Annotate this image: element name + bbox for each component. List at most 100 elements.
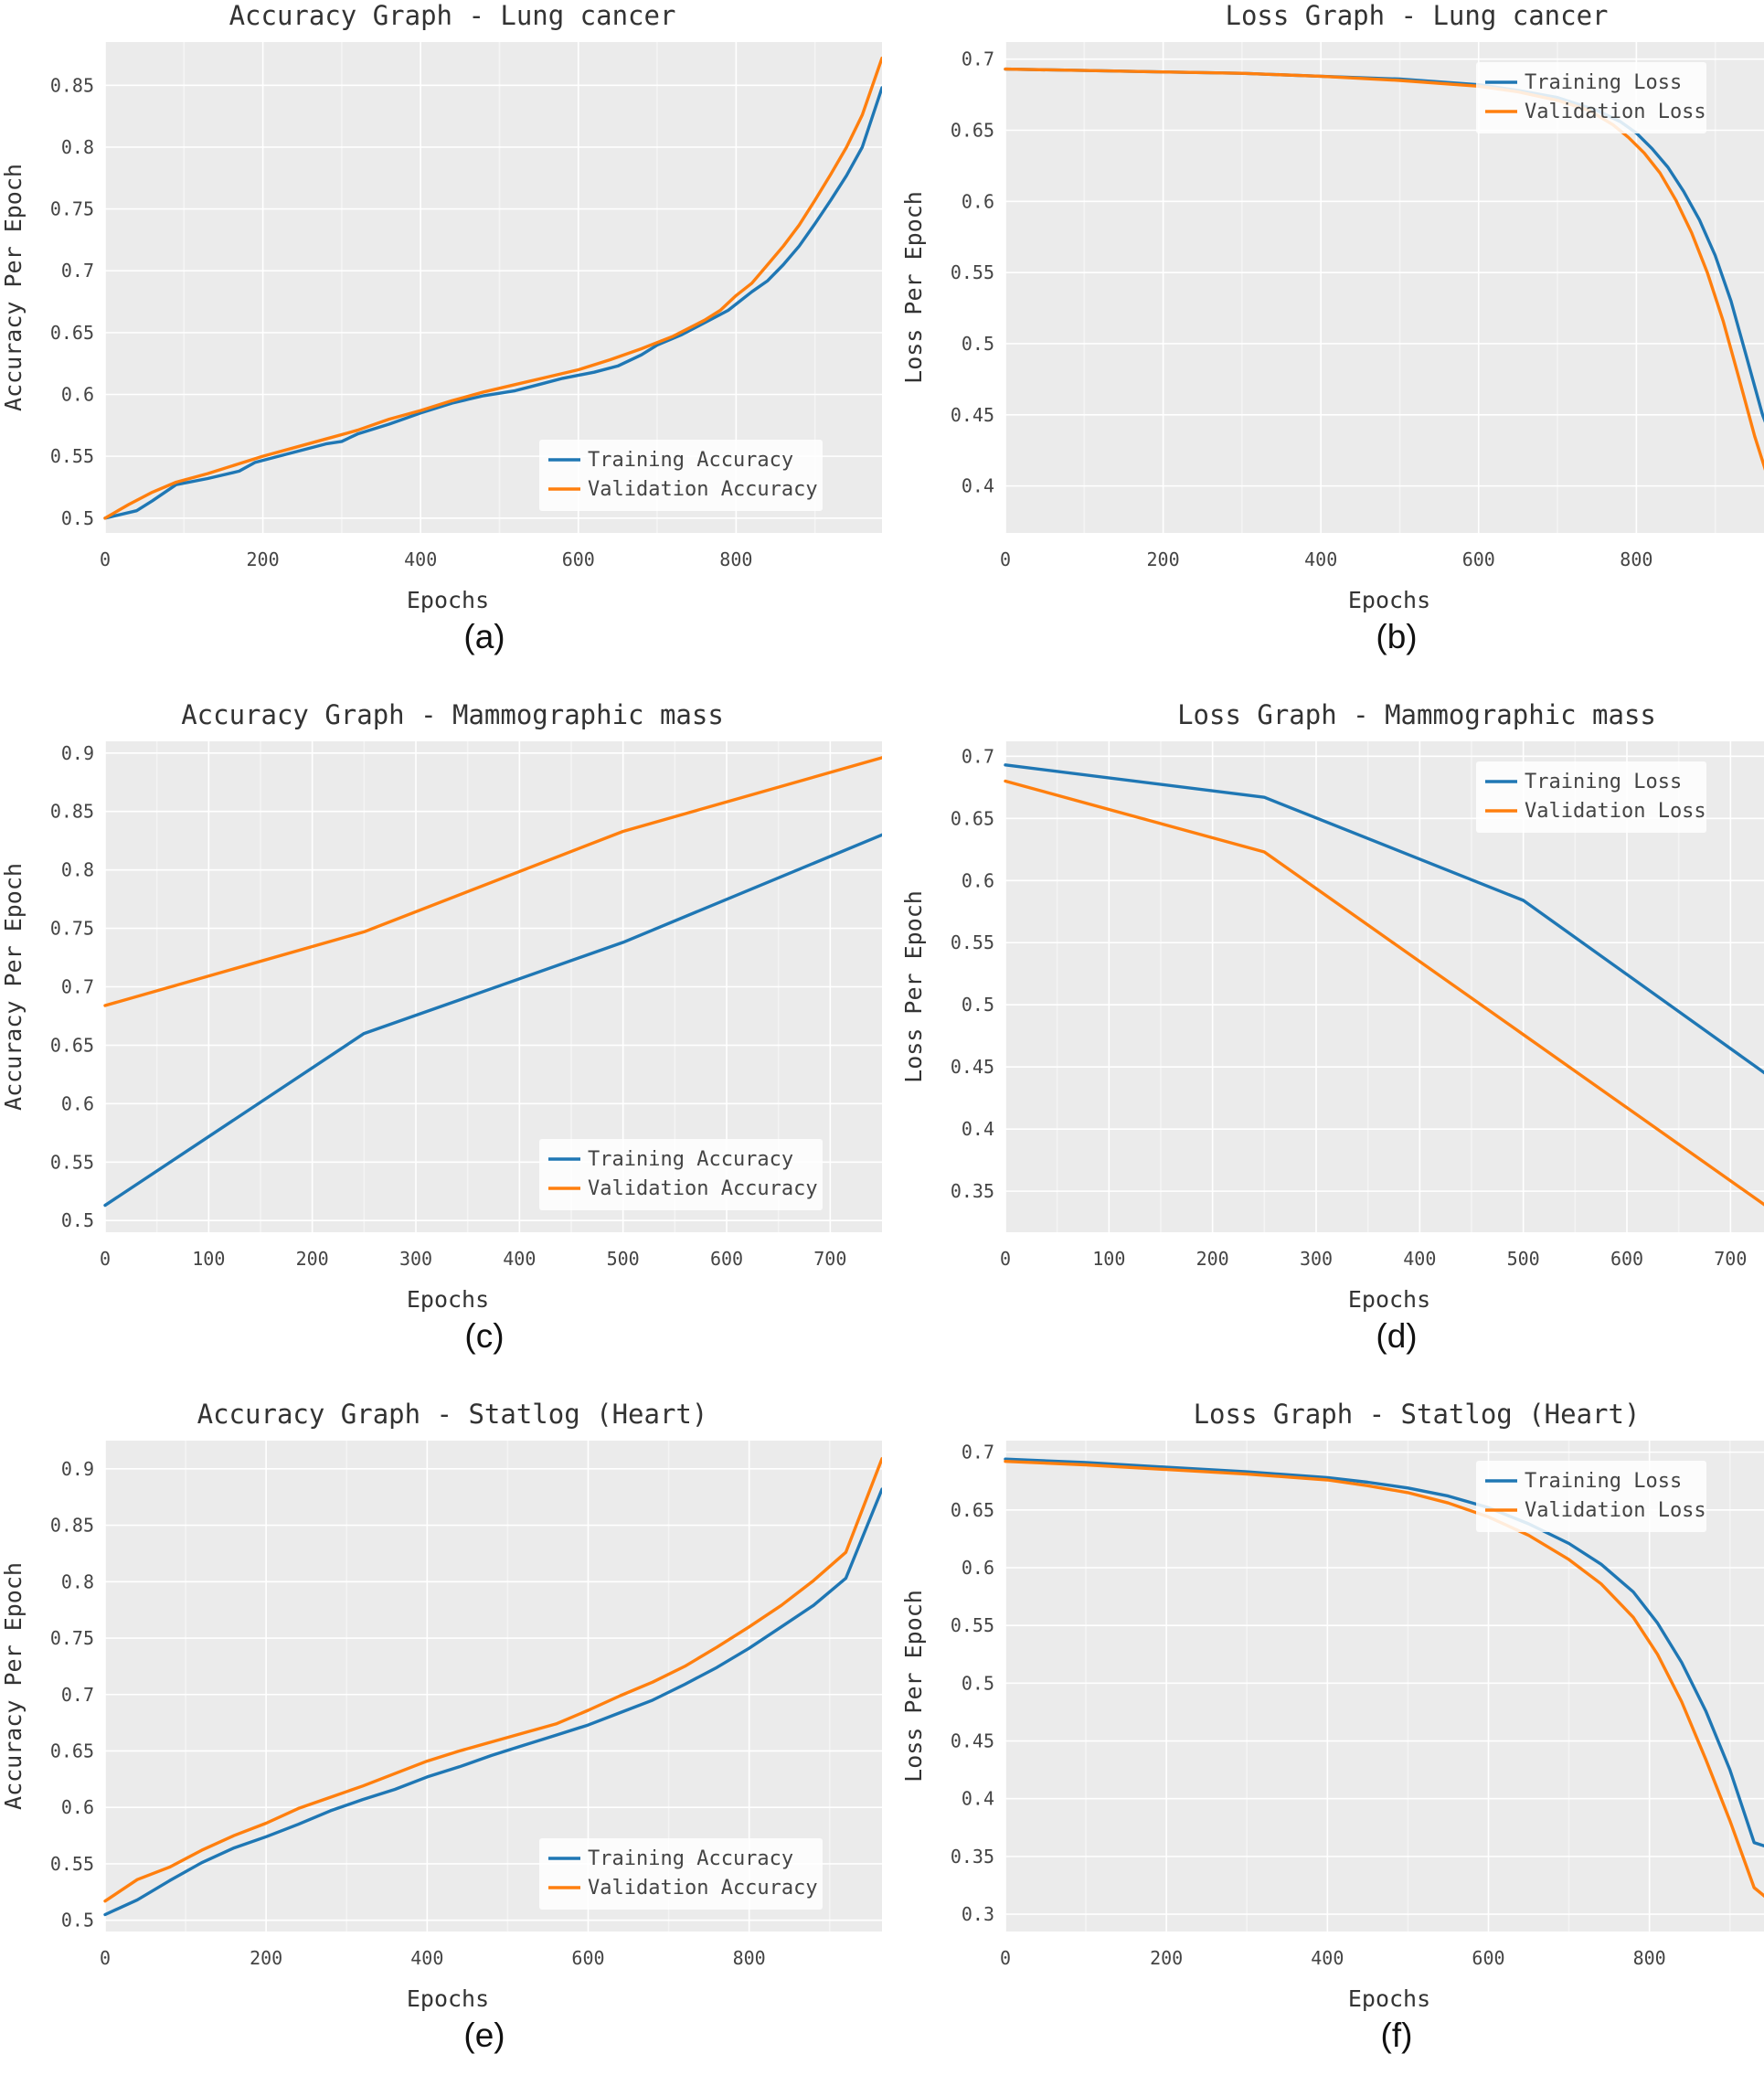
x-tick-label: 600 xyxy=(571,1947,604,1969)
x-tick-label: 400 xyxy=(1403,1248,1436,1270)
chart-svg: 0 200 400 600 800 0.5 0.55 0.6 0.65 0.7 0.75 0.8 0.8… xyxy=(0,1399,882,2012)
y-axis-label: Loss Per Epoch xyxy=(900,191,927,384)
y-tick-label: 0.9 xyxy=(61,1458,94,1480)
y-tick-label: 0.7 xyxy=(962,48,994,70)
x-tick-label: 200 xyxy=(250,1947,282,1969)
x-tick-label: 600 xyxy=(710,1248,743,1270)
legend-label: Validation Loss xyxy=(1525,1499,1706,1522)
x-tick-label: 200 xyxy=(1147,548,1180,570)
y-tick-label: 0.7 xyxy=(61,1684,94,1706)
legend-box xyxy=(1476,761,1706,833)
y-tick-label: 0.75 xyxy=(50,1627,94,1649)
y-tick-label: 0.85 xyxy=(50,1515,94,1537)
y-tick-label: 0.65 xyxy=(951,807,994,829)
legend: Training Loss Validation Loss xyxy=(1476,761,1706,833)
y-tick-label: 0.7 xyxy=(962,1442,994,1463)
y-tick-label: 0.65 xyxy=(951,1499,994,1521)
y-axis-label: Accuracy Per Epoch xyxy=(0,164,27,411)
series-line-validation xyxy=(103,1457,882,1903)
legend: Training Accuracy Validation Accuracy xyxy=(539,1139,823,1210)
panel-caption: (c) xyxy=(464,1317,505,1355)
y-tick-label: 0.6 xyxy=(962,1557,994,1579)
y-tick-label: 0.4 xyxy=(962,475,994,497)
x-tick-label: 0 xyxy=(100,1947,111,1969)
chart-panel-2: 0 200 400 600 800 0.4 0.45 0.5 0.55 0.6 0.65 0.7 Tra… xyxy=(900,0,1764,687)
chart-svg: 0 100 200 300 400 500 600 700 0.5 0.55 0.6 0.65 0.7 0… xyxy=(0,699,882,1313)
x-tick-label: 400 xyxy=(410,1947,443,1969)
y-tick-label: 0.4 xyxy=(962,1118,994,1140)
series-line-validation xyxy=(103,56,882,520)
chart-panel-1: 0 200 400 600 800 0.5 0.55 0.6 0.65 0.7 0.75 0.8 0.8… xyxy=(0,0,882,687)
y-tick-label: 0.5 xyxy=(61,507,94,529)
y-tick-label: 0.75 xyxy=(50,198,94,220)
chart-panel-5: 0 200 400 600 800 0.5 0.55 0.6 0.65 0.7 0.75 0.8 0.8… xyxy=(0,1399,882,2086)
chart-panel-6: 0 200 400 600 800 0.3 0.35 0.4 0.45 0.5 0.55 0.6 0.6… xyxy=(900,1399,1764,2086)
chart-panel-4: 0 100 200 300 400 500 600 700 0.35 0.4 0.45 0.5 0.55… xyxy=(900,699,1764,1387)
y-tick-label: 0.5 xyxy=(61,1209,94,1231)
chart-title: Loss Graph - Mammographic mass xyxy=(1177,699,1656,730)
legend-box xyxy=(539,440,823,511)
y-tick-label: 0.5 xyxy=(61,1910,94,1932)
legend-label: Training Accuracy xyxy=(588,449,793,472)
x-tick-label: 0 xyxy=(1000,1248,1011,1270)
y-tick-label: 0.8 xyxy=(61,859,94,881)
legend: Training Loss Validation Loss xyxy=(1476,1461,1706,1532)
y-axis-label: Accuracy Per Epoch xyxy=(0,1562,27,1810)
y-tick-label: 0.55 xyxy=(951,931,994,953)
y-axis-label: Loss Per Epoch xyxy=(900,1590,927,1783)
x-tick-label: 400 xyxy=(503,1248,536,1270)
chart-title: Accuracy Graph - Lung cancer xyxy=(229,0,676,31)
x-tick-label: 600 xyxy=(1610,1248,1643,1270)
y-tick-label: 0.35 xyxy=(951,1180,994,1202)
y-tick-label: 0.85 xyxy=(50,801,94,823)
x-tick-label: 400 xyxy=(404,548,437,570)
legend-label: Validation Loss xyxy=(1525,101,1706,123)
y-tick-label: 0.8 xyxy=(61,136,94,158)
x-tick-label: 200 xyxy=(296,1248,329,1270)
x-tick-label: 0 xyxy=(1000,548,1011,570)
panel-caption: (e) xyxy=(463,2017,505,2054)
legend-label: Validation Accuracy xyxy=(588,1177,818,1200)
x-tick-label: 200 xyxy=(1196,1248,1229,1270)
legend-box xyxy=(539,1838,823,1910)
legend-label: Training Accuracy xyxy=(588,1148,793,1171)
series-line-validation xyxy=(103,756,882,1007)
x-axis-label: Epochs xyxy=(1348,1286,1430,1313)
chart-title: Loss Graph - Statlog (Heart) xyxy=(1194,1399,1641,1430)
x-tick-label: 800 xyxy=(1620,548,1652,570)
x-tick-label: 200 xyxy=(1150,1947,1183,1969)
x-axis-label: Epochs xyxy=(407,1985,489,2012)
y-tick-label: 0.7 xyxy=(61,976,94,998)
panel-caption: (b) xyxy=(1376,618,1418,655)
y-tick-label: 0.9 xyxy=(61,742,94,764)
series-line-training xyxy=(103,833,882,1208)
y-tick-label: 0.6 xyxy=(962,190,994,212)
x-tick-label: 800 xyxy=(1633,1947,1666,1969)
y-tick-label: 0.8 xyxy=(61,1570,94,1592)
y-tick-label: 0.55 xyxy=(951,1614,994,1636)
y-tick-label: 0.55 xyxy=(50,1853,94,1875)
y-tick-label: 0.35 xyxy=(951,1846,994,1868)
x-axis-label: Epochs xyxy=(407,1286,489,1313)
legend-label: Training Accuracy xyxy=(588,1847,793,1870)
x-tick-label: 100 xyxy=(1092,1248,1125,1270)
x-tick-label: 0 xyxy=(100,1248,111,1270)
legend-box xyxy=(1476,62,1706,133)
y-tick-label: 0.6 xyxy=(61,1092,94,1114)
y-tick-label: 0.65 xyxy=(50,1740,94,1761)
legend: Training Accuracy Validation Accuracy xyxy=(539,440,823,511)
x-axis-label: Epochs xyxy=(407,587,489,613)
legend-label: Training Loss xyxy=(1525,71,1682,94)
legend-label: Validation Accuracy xyxy=(588,478,818,501)
y-tick-label: 0.6 xyxy=(61,384,94,406)
chart-panel-3: 0 100 200 300 400 500 600 700 0.5 0.55 0.6 0.65 0.7 0… xyxy=(0,699,882,1387)
y-tick-label: 0.45 xyxy=(951,1056,994,1078)
y-axis-label: Loss Per Epoch xyxy=(900,890,927,1083)
x-tick-label: 0 xyxy=(100,548,111,570)
y-tick-label: 0.65 xyxy=(50,322,94,344)
x-tick-label: 800 xyxy=(733,1947,766,1969)
chart-title: Loss Graph - Lung cancer xyxy=(1225,0,1608,31)
x-tick-label: 700 xyxy=(813,1248,846,1270)
y-tick-label: 0.45 xyxy=(951,404,994,426)
